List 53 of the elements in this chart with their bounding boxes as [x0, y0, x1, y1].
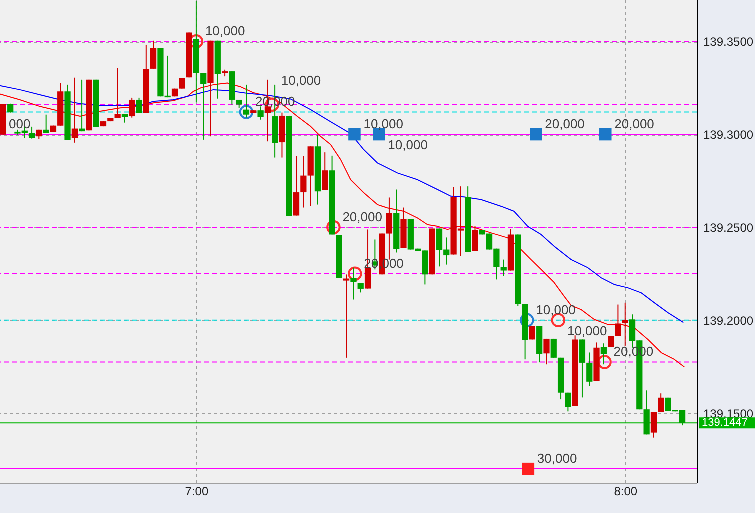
candlestick [72, 77, 78, 144]
point [239, 105, 254, 120]
candlestick [344, 274, 350, 358]
y-tick-label: 139.3500 [704, 35, 754, 50]
candlestick [293, 156, 300, 216]
candlestick [544, 338, 550, 366]
candlestick [615, 304, 622, 337]
annotation: 30,000 [537, 451, 578, 466]
candlestick [579, 339, 586, 398]
candlestick [650, 412, 658, 438]
candlestick [114, 68, 121, 119]
candlestick [136, 97, 142, 114]
point [522, 462, 535, 476]
annotation: 10,000 [364, 116, 404, 132]
candlestick [358, 282, 364, 294]
x-tick-label: 8:00 [614, 484, 638, 498]
candlestick [472, 226, 478, 252]
candlestick [586, 352, 593, 387]
annotation: 000 [9, 116, 31, 132]
candlestick [300, 156, 307, 208]
candlestick [350, 267, 357, 300]
annotation: 10,000 [388, 138, 428, 153]
candlestick [243, 84, 250, 118]
candlestick [600, 343, 607, 366]
annotation: 10,000 [205, 24, 246, 39]
candlestick [622, 302, 628, 347]
candlestick [322, 152, 328, 191]
point [600, 128, 612, 141]
annotation: 10,000 [567, 323, 608, 338]
annotation: 10,000 [536, 302, 576, 318]
point [348, 266, 362, 282]
line-series [0, 85, 684, 323]
candlestick [200, 72, 207, 140]
point [348, 128, 361, 141]
annotation: 20,000 [545, 116, 585, 132]
candlestick [179, 78, 186, 90]
y-tick-label: 139.2000 [704, 314, 754, 328]
candlestick [386, 197, 393, 260]
point [598, 355, 612, 370]
y-tick-label: 139.2500 [704, 220, 754, 235]
point [530, 128, 542, 141]
candlestick [658, 393, 664, 413]
x-tick-label: 7:00 [185, 484, 209, 498]
annotation: 20,000 [342, 209, 382, 224]
candlestick [129, 97, 136, 118]
annotation: 20,000 [614, 116, 654, 132]
candlestick [28, 126, 36, 140]
candlestick [150, 40, 157, 70]
candlestick [565, 392, 572, 412]
annotation: 10,000 [281, 72, 322, 88]
candlestick [550, 338, 557, 358]
y-tick-label: 139.3000 [704, 128, 754, 142]
candlestick [258, 106, 264, 120]
